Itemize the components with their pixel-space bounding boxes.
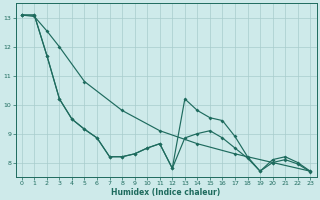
X-axis label: Humidex (Indice chaleur): Humidex (Indice chaleur) [111,188,221,197]
